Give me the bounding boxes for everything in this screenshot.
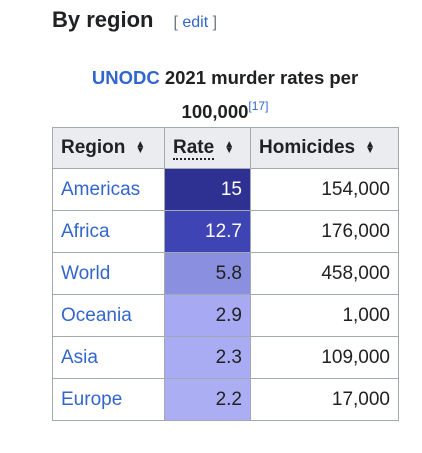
region-cell: Oceania [52,294,165,337]
header-label: Homicides [259,137,356,158]
edit-section: [ edit ] [173,14,217,32]
table-row: Americas 15 154,000 [52,168,399,211]
rate-cell: 2.3 [164,336,251,379]
rate-cell: 5.8 [164,252,251,295]
region-link[interactable]: Africa [61,220,110,242]
region-cell: World [52,252,165,295]
edit-bracket-open: [ [173,14,178,31]
sort-arrows-icon[interactable]: ▲ ▼ [135,138,146,156]
section-heading: By region [ edit ] [52,6,217,34]
table-row: Europe 2.2 17,000 [52,378,399,421]
homicides-cell: 109,000 [250,336,399,379]
homicides-cell: 458,000 [250,252,399,295]
region-cell: Europe [52,378,165,421]
homicides-cell: 1,000 [250,294,399,337]
column-header-homicides[interactable]: Homicides ▲ ▼ [250,127,399,169]
header-label: Region [61,137,126,158]
region-link[interactable]: Oceania [61,304,132,326]
region-cell: Americas [52,168,165,211]
homicides-cell: 17,000 [250,378,399,421]
column-header-region[interactable]: Region ▲ ▼ [52,127,165,169]
homicides-cell: 176,000 [250,210,399,253]
caption-link[interactable]: UNODC [91,67,160,88]
region-link[interactable]: Asia [61,346,98,368]
table-caption: UNODC 2021 murder rates per 100,000[17] [52,64,398,126]
region-cell: Asia [52,336,165,379]
rate-cell: 2.9 [164,294,251,337]
table-row: Africa 12.7 176,000 [52,210,399,253]
rate-cell: 15 [164,168,251,211]
reference-link[interactable]: [17] [248,99,269,113]
rate-cell: 2.2 [164,378,251,421]
sort-arrows-icon[interactable]: ▲ ▼ [365,138,375,156]
region-cell: Africa [52,210,165,253]
table-row: World 5.8 458,000 [52,252,399,295]
caption-text: 2021 murder rates per 100,000 [159,67,359,122]
region-link[interactable]: Europe [61,388,123,410]
sort-arrows-icon[interactable]: ▲ ▼ [224,138,235,156]
table-row: Oceania 2.9 1,000 [52,294,399,337]
homicides-cell: 154,000 [250,168,399,211]
header-label: Rate [173,137,215,160]
edit-link[interactable]: edit [182,14,209,31]
murder-rates-table: Region ▲ ▼ Rate ▲ ▼ Homicides ▲ ▼ Americas 15 … [52,127,399,421]
section-title: By region [52,7,154,32]
region-link[interactable]: Americas [61,178,141,200]
rate-cell: 12.7 [164,210,251,253]
table-row: Asia 2.3 109,000 [52,336,399,379]
edit-bracket-close: ] [212,14,218,31]
region-link[interactable]: World [61,262,111,284]
column-header-rate[interactable]: Rate ▲ ▼ [164,127,251,169]
header-row: Region ▲ ▼ Rate ▲ ▼ Homicides ▲ ▼ [52,127,399,169]
